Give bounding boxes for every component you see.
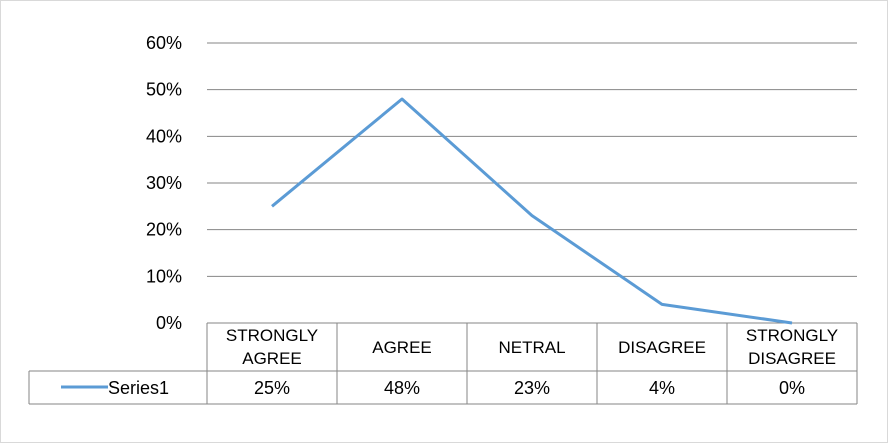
table-value-cell: 48% — [384, 378, 420, 398]
series-line — [271, 97, 793, 325]
y-tick-label: 50% — [146, 80, 182, 100]
table-value-cell: 25% — [254, 378, 290, 398]
y-tick-label: 10% — [146, 266, 182, 286]
x-category-label: AGREE — [372, 338, 432, 357]
y-tick-label: 40% — [146, 126, 182, 146]
x-category-label: DISAGREE — [618, 338, 706, 357]
y-tick-label: 30% — [146, 173, 182, 193]
table-value-cell: 4% — [649, 378, 675, 398]
x-category-label: STRONGLY AGREE — [226, 326, 318, 368]
y-tick-label: 20% — [146, 220, 182, 240]
legend-label: Series1 — [108, 378, 169, 398]
x-category-label: NETRAL — [498, 338, 565, 357]
x-category-label: STRONGLY DISAGREE — [746, 326, 838, 368]
table-value-cell: 0% — [779, 378, 805, 398]
table-value-cell: 23% — [514, 378, 550, 398]
y-tick-label: 60% — [146, 33, 182, 53]
y-tick-label: 0% — [156, 313, 182, 333]
